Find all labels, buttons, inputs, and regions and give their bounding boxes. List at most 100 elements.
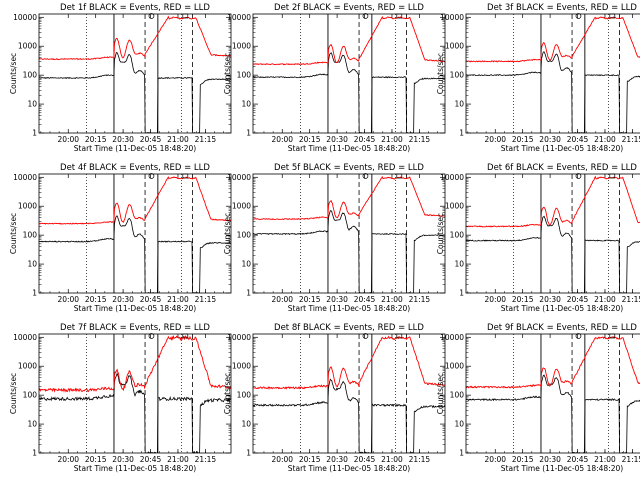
x-tick-label: 20:00: [271, 455, 293, 464]
x-tick-label: 21:00: [167, 135, 189, 144]
x-tick-label: 20:15: [85, 295, 107, 304]
x-axis-label: Start Time (11-Dec-05 18:48:20): [74, 144, 196, 153]
panel-title: Det 3f BLACK = Events, RED = LLD: [487, 3, 637, 13]
panel-det-9: Det 9f BLACK = Events, RED = LLD 1 10 100 10…: [436, 323, 640, 473]
series-lld-line: [466, 16, 640, 63]
y-tick-label: 10: [27, 260, 37, 269]
panel-title: Det 1f BLACK = Events, RED = LLD: [60, 3, 210, 13]
y-tick-label: 1000: [445, 362, 464, 371]
x-tick-label: 21:15: [409, 295, 431, 304]
x-tick-label: 21:00: [381, 135, 403, 144]
x-tick-label: 21:15: [195, 135, 217, 144]
x-tick-label: 20:45: [567, 295, 589, 304]
saturation-marker: [148, 13, 155, 19]
y-axis-label: Counts/sec: [436, 373, 445, 414]
series-events-line: [466, 215, 640, 293]
series-events-line: [466, 51, 640, 133]
x-axis-label: Start Time (11-Dec-05 18:48:20): [501, 304, 623, 313]
y-tick-label: 1: [246, 129, 251, 138]
y-tick-label: 10000: [13, 13, 37, 22]
x-tick-label: 20:30: [539, 455, 561, 464]
x-axis-label: Start Time (11-Dec-05 18:48:20): [501, 464, 623, 473]
y-tick-label: 10000: [227, 13, 251, 22]
y-tick-label: 100: [450, 71, 465, 80]
plot-frame: [252, 173, 446, 294]
y-tick-label: 1: [246, 289, 251, 298]
x-axis-label: Start Time (11-Dec-05 18:48:20): [74, 464, 196, 473]
x-tick-label: 20:00: [57, 135, 79, 144]
y-tick-label: 10000: [227, 333, 251, 342]
plot-frame: [38, 333, 232, 454]
plot-frame: [252, 333, 446, 454]
y-axis-label: Counts/sec: [436, 213, 445, 254]
y-axis-label: Counts/sec: [9, 213, 18, 254]
y-tick-label: 1: [32, 289, 37, 298]
y-tick-label: 10: [241, 260, 251, 269]
panel-title: Det 8f BLACK = Events, RED = LLD: [274, 323, 424, 333]
panel-title: Det 2f BLACK = Events, RED = LLD: [274, 3, 424, 13]
x-axis-label: Start Time (11-Dec-05 18:48:20): [288, 304, 410, 313]
saturation-marker: [148, 173, 155, 179]
y-tick-label: 1000: [232, 362, 251, 371]
y-tick-label: 10: [27, 100, 37, 109]
series-events-line: [466, 374, 640, 453]
series-lld-line: [39, 176, 231, 225]
series-events-line: [39, 215, 231, 293]
panel-det-1: Det 1f BLACK = Events, RED = LLD 1 10 100 10…: [9, 3, 232, 153]
series-events-line: [253, 210, 445, 293]
saturation-marker: [575, 13, 582, 19]
y-tick-label: 10000: [440, 333, 464, 342]
x-tick-label: 21:15: [409, 455, 431, 464]
x-tick-label: 20:45: [140, 455, 162, 464]
x-tick-label: 20:45: [567, 455, 589, 464]
plot-frame: [38, 13, 232, 134]
panel-det-4: Det 4f BLACK = Events, RED = LLD 1 10 100 10…: [9, 163, 232, 313]
x-tick-label: 20:30: [326, 295, 348, 304]
x-tick-label: 20:45: [354, 135, 376, 144]
series-lld-line: [466, 336, 640, 389]
x-tick-label: 21:15: [409, 135, 431, 144]
plot-frame: [465, 173, 640, 294]
x-tick-label: 20:00: [57, 455, 79, 464]
x-tick-label: 20:30: [539, 295, 561, 304]
y-tick-label: 1000: [445, 202, 464, 211]
x-tick-label: 20:30: [112, 135, 134, 144]
panel-det-3: Det 3f BLACK = Events, RED = LLD 1 10 100 10…: [436, 3, 640, 153]
y-tick-label: 100: [23, 391, 38, 400]
y-axis-label: Counts/sec: [223, 53, 232, 94]
y-tick-label: 100: [23, 71, 38, 80]
x-tick-label: 20:15: [299, 135, 321, 144]
panel-det-6: Det 6f BLACK = Events, RED = LLD 1 10 100 10…: [436, 163, 640, 313]
saturation-marker: [575, 173, 582, 179]
y-tick-label: 100: [237, 231, 252, 240]
x-tick-label: 20:15: [299, 455, 321, 464]
x-tick-label: 20:30: [539, 135, 561, 144]
panel-title: Det 6f BLACK = Events, RED = LLD: [487, 163, 637, 173]
x-tick-label: 21:15: [195, 295, 217, 304]
y-tick-label: 10000: [440, 13, 464, 22]
x-tick-label: 21:15: [622, 295, 640, 304]
x-tick-label: 20:00: [484, 455, 506, 464]
x-tick-label: 20:15: [299, 295, 321, 304]
saturation-marker: [362, 333, 369, 339]
series-events-line: [39, 52, 231, 133]
y-tick-label: 1000: [232, 202, 251, 211]
y-tick-label: 10000: [13, 333, 37, 342]
saturation-marker: [575, 333, 582, 339]
panel-det-5: Det 5f BLACK = Events, RED = LLD 1 10 100 10…: [223, 163, 446, 313]
saturation-marker: [362, 13, 369, 19]
y-tick-label: 1: [32, 449, 37, 458]
x-tick-label: 21:15: [195, 455, 217, 464]
y-tick-label: 10: [454, 420, 464, 429]
x-tick-label: 20:00: [271, 295, 293, 304]
series-lld-line: [253, 175, 445, 221]
y-tick-label: 10: [27, 420, 37, 429]
x-tick-label: 20:00: [484, 295, 506, 304]
y-tick-label: 1000: [18, 362, 37, 371]
x-tick-label: 21:00: [167, 295, 189, 304]
x-tick-label: 21:00: [594, 135, 616, 144]
y-axis-label: Counts/sec: [223, 373, 232, 414]
x-axis-label: Start Time (11-Dec-05 18:48:20): [288, 144, 410, 153]
y-tick-label: 100: [450, 231, 465, 240]
